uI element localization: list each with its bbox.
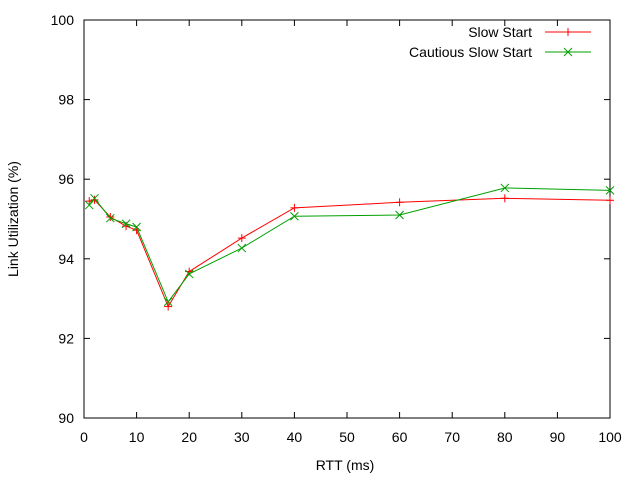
data-point-cautious-slow-start — [121, 219, 131, 229]
data-point-slow-start — [290, 203, 299, 212]
data-point-cautious-slow-start — [500, 183, 510, 193]
data-point-cautious-slow-start — [105, 213, 115, 223]
data-point-slow-start — [500, 194, 509, 203]
y-tick-label: 96 — [58, 171, 74, 187]
y-tick-label: 92 — [58, 330, 74, 346]
x-tick-label: 90 — [550, 429, 566, 445]
data-point-cautious-slow-start — [395, 210, 404, 220]
x-tick-label: 70 — [444, 429, 460, 445]
x-tick-label: 40 — [287, 429, 303, 445]
legend: Slow Start Cautious Slow Start — [409, 24, 591, 60]
x-axis-label: RTT (ms) — [316, 457, 375, 473]
y-tick-label: 98 — [58, 92, 74, 108]
legend-marker-cautious-slow-start — [563, 47, 573, 57]
data-point-slow-start — [606, 196, 614, 205]
data-point-cautious-slow-start — [84, 200, 94, 210]
data-point-cautious-slow-start — [163, 297, 173, 307]
x-tick-label: 30 — [234, 429, 250, 445]
x-tick-label: 20 — [181, 429, 197, 445]
data-point-slow-start — [237, 234, 246, 243]
data-point-cautious-slow-start — [132, 222, 141, 232]
y-tick-label: 100 — [51, 12, 75, 28]
data-point-cautious-slow-start — [605, 185, 615, 195]
axes: 0 10 20 30 40 50 60 70 80 90 100 90 92 94 96 98 100 — [51, 12, 622, 445]
data-point-cautious-slow-start — [90, 193, 99, 203]
y-tick-label: 90 — [58, 410, 74, 426]
data-point-slow-start — [106, 213, 115, 222]
x-tick-label: 60 — [392, 429, 408, 445]
x-tick-label: 100 — [598, 429, 622, 445]
plot-frame — [83, 19, 611, 419]
data-point-slow-start — [164, 302, 173, 311]
x-tick-label: 80 — [497, 429, 513, 445]
data-point-cautious-slow-start — [184, 269, 194, 279]
series-cautious-slow-start — [84, 183, 615, 307]
data-point-cautious-slow-start — [237, 243, 247, 253]
data-point-cautious-slow-start — [290, 211, 299, 221]
series-line-slow-start — [89, 197, 611, 308]
data-point-slow-start — [395, 198, 404, 207]
legend-marker-slow-start — [564, 28, 572, 36]
x-tick-label: 50 — [339, 429, 355, 445]
x-tick-label: 10 — [129, 429, 145, 445]
legend-label-cautious-slow-start: Cautious Slow Start — [409, 44, 532, 60]
y-tick-label: 94 — [58, 251, 74, 267]
data-point-slow-start — [90, 195, 99, 204]
x-tick-label: 0 — [80, 429, 88, 445]
legend-label-slow-start: Slow Start — [468, 24, 532, 40]
y-axis-label: Link Utilization (%) — [5, 161, 21, 277]
series-layer — [84, 183, 615, 311]
